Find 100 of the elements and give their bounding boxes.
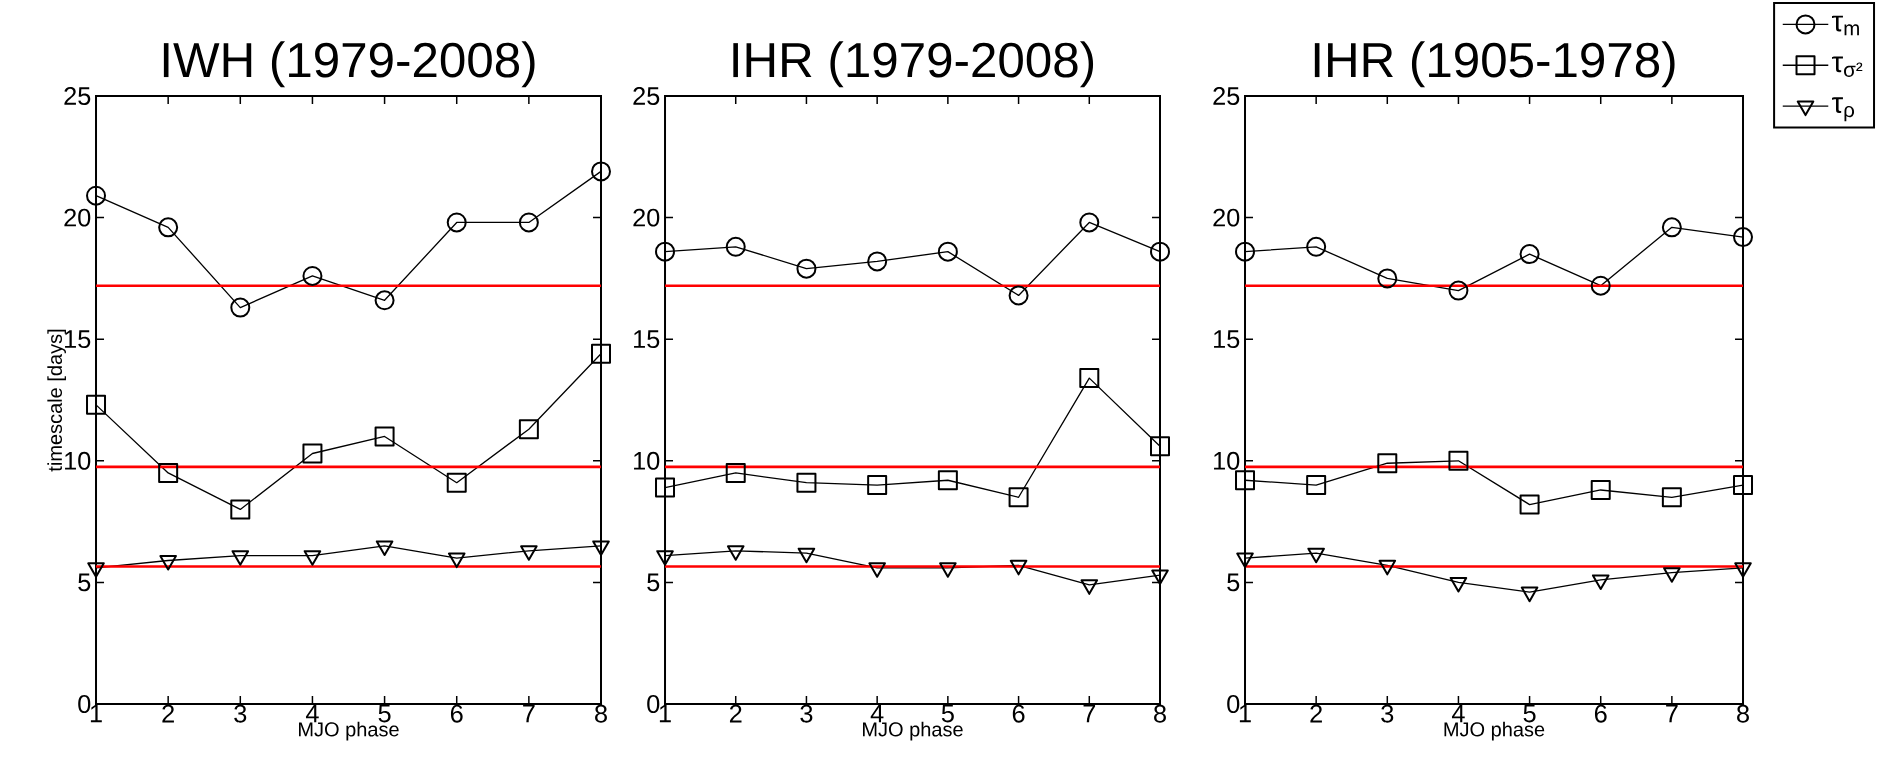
x-tick-label: 6 — [450, 704, 463, 723]
point — [375, 540, 394, 556]
point — [1236, 552, 1254, 569]
x-tick-label: 3 — [1381, 704, 1394, 723]
y-tick-label: 0 — [78, 695, 91, 713]
point — [520, 545, 538, 561]
point — [86, 185, 107, 206]
point — [1734, 562, 1752, 578]
point — [302, 265, 323, 286]
point — [1151, 569, 1169, 586]
point — [1661, 487, 1682, 508]
point — [518, 212, 539, 233]
legend-label: τ$_{ρ}$ — [1832, 97, 1855, 122]
point — [86, 394, 107, 415]
chart-title: IHR (1905-1978) — [1314, 41, 1675, 88]
point — [1378, 559, 1397, 576]
x-tick-label: 5 — [1523, 704, 1536, 723]
point — [1519, 244, 1540, 265]
x-tick-label: 5 — [941, 704, 954, 723]
x-tick-label: 7 — [1666, 704, 1678, 723]
point — [1590, 479, 1611, 500]
y-tick-label: 20 — [1213, 208, 1240, 227]
point — [518, 419, 539, 440]
point — [446, 472, 467, 493]
x-tick-label: 5 — [378, 704, 391, 723]
x-tick-label: 6 — [1594, 704, 1607, 723]
point — [446, 212, 467, 233]
point — [1150, 436, 1170, 457]
point — [1591, 574, 1610, 590]
chart-title: IWH (1979-2008) — [163, 41, 535, 88]
point — [1377, 453, 1398, 474]
y-tick-label: 20 — [633, 208, 660, 227]
x-tick-label: 2 — [162, 704, 174, 723]
point — [1080, 579, 1099, 595]
x-tick-label: 4 — [1451, 704, 1465, 723]
point — [230, 499, 251, 520]
point — [303, 550, 322, 566]
point — [1519, 494, 1540, 515]
y-tick-label: 10 — [65, 451, 91, 470]
y-tick-label: 10 — [1214, 451, 1240, 470]
point — [1448, 280, 1469, 301]
x-tick-label: 4 — [870, 704, 884, 723]
point — [158, 217, 179, 238]
point — [1449, 576, 1468, 593]
point — [1235, 470, 1256, 491]
y-tick-label: 25 — [64, 87, 91, 105]
point — [937, 470, 958, 491]
point — [796, 472, 817, 493]
y-tick-label: 5 — [647, 573, 660, 592]
point — [725, 462, 746, 483]
chart-title: IHR (1979-2008) — [733, 41, 1094, 88]
y-tick-label: 10 — [634, 451, 660, 470]
y-tick-label: 5 — [78, 573, 91, 592]
point — [1009, 559, 1028, 576]
x-tick-label: 3 — [234, 704, 247, 723]
point — [797, 547, 816, 564]
point — [374, 426, 395, 447]
x-tick-label: 7 — [523, 704, 535, 723]
x-tick-label: 3 — [800, 704, 813, 723]
point — [1377, 268, 1398, 289]
y-tick-label: 15 — [634, 330, 660, 349]
point — [1008, 487, 1029, 508]
x-axis-title: MJO phase — [299, 721, 399, 741]
point — [726, 545, 745, 561]
point — [230, 297, 251, 318]
x-tick-label: 7 — [1083, 704, 1096, 723]
point — [1733, 227, 1754, 248]
x-axis-title: MJO phase — [863, 721, 963, 741]
point — [591, 343, 611, 364]
x-tick-label: 4 — [305, 704, 319, 723]
x-tick-label: 1 — [90, 704, 102, 723]
point — [796, 258, 817, 279]
point — [867, 475, 888, 496]
point — [1306, 236, 1327, 257]
x-tick-label: 2 — [1310, 704, 1322, 723]
point — [447, 552, 466, 569]
y-tick-label: 15 — [65, 330, 91, 349]
point — [1150, 241, 1170, 262]
point — [1235, 241, 1256, 262]
legend-label: τ$_{σ²}$ — [1832, 56, 1863, 77]
y-tick-label: 25 — [1213, 87, 1240, 105]
y-tick-label: 5 — [1227, 573, 1240, 592]
point — [868, 562, 886, 578]
x-tick-label: 6 — [1012, 704, 1025, 723]
y-tick-label: 0 — [647, 695, 660, 713]
x-tick-label: 2 — [729, 704, 742, 723]
x-tick-label: 8 — [595, 704, 607, 723]
point — [656, 550, 674, 566]
point — [374, 290, 395, 311]
y-tick-label: 0 — [1227, 695, 1240, 713]
y-tick-label: 25 — [633, 87, 660, 105]
point — [1307, 547, 1325, 564]
y-axis-title: timescale [days] — [47, 329, 66, 472]
point — [1520, 586, 1539, 603]
point — [1008, 285, 1029, 306]
point — [158, 462, 179, 483]
point — [1079, 368, 1100, 389]
x-tick-label: 8 — [1154, 704, 1166, 723]
point — [302, 443, 323, 464]
x-axis-title: MJO phase — [1444, 721, 1545, 741]
